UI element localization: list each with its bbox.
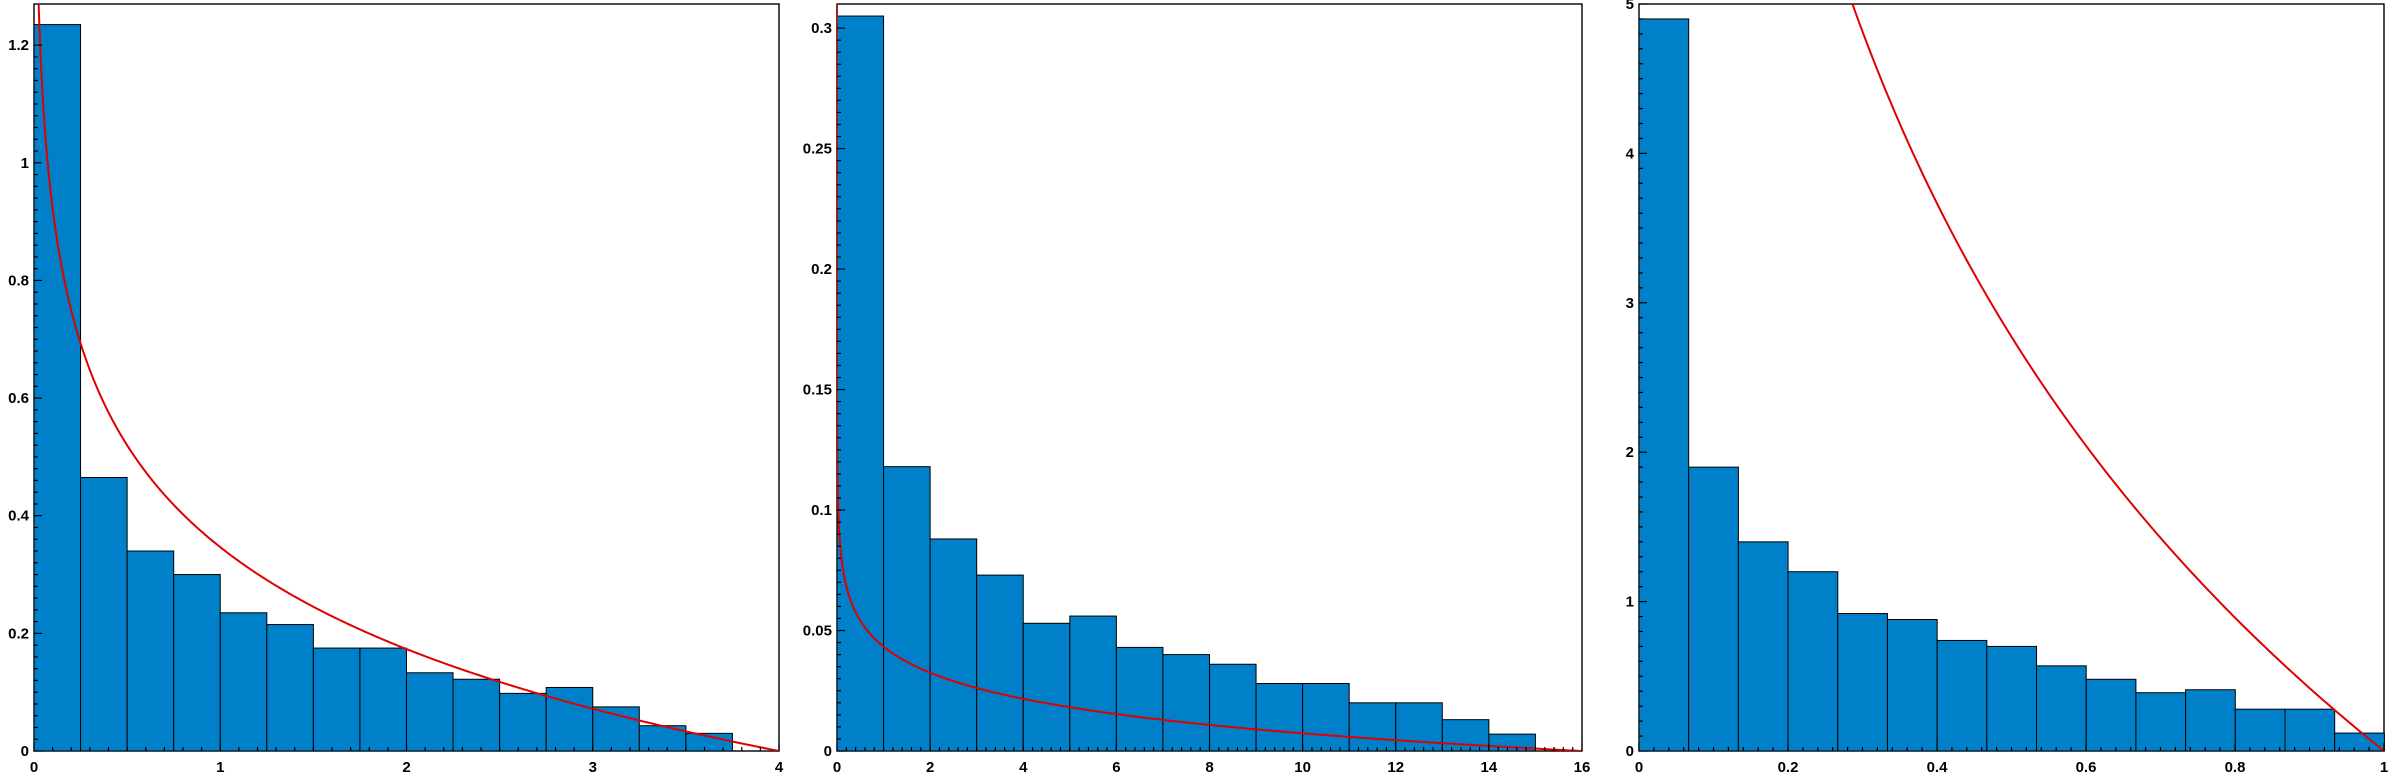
- histogram-bar: [2334, 732, 2385, 752]
- x-tick-label: 0.6: [2076, 759, 2097, 776]
- histogram-bar: [1395, 702, 1443, 752]
- y-tick-label: 0.2: [811, 261, 832, 278]
- density-curve: [37, 4, 779, 751]
- histogram-bar: [1302, 683, 1350, 752]
- histogram-bar: [219, 612, 268, 752]
- x-tick-label: 0: [30, 759, 38, 776]
- y-tick-label: 0.05: [803, 623, 832, 640]
- x-tick-label: 3: [589, 759, 597, 776]
- histogram-bar: [1787, 571, 1839, 752]
- histogram-bar: [266, 624, 314, 752]
- x-tick-label: 4: [775, 759, 784, 776]
- histogram-panel-3: 0 1 2 3 4 5 0 0.2 0.4 0.6 0.8 1: [1626, 0, 2389, 776]
- histogram-bar: [836, 15, 885, 752]
- histogram-bar: [1069, 615, 1117, 752]
- histogram-bar: [2135, 692, 2187, 752]
- x-tick-label: 10: [1294, 759, 1311, 776]
- histogram-bar: [1737, 541, 1789, 752]
- histogram-bar: [80, 476, 128, 752]
- y-tick-label: 0: [21, 743, 29, 760]
- density-curve: [1851, 4, 2384, 751]
- y-tick-label: 5: [1626, 0, 1634, 13]
- x-tick-label: 0: [1635, 759, 1643, 776]
- x-tick-label: 0.4: [1927, 759, 1949, 776]
- histogram-bar: [929, 538, 978, 752]
- histogram-bar: [1162, 654, 1210, 752]
- histogram-bar: [2185, 689, 2236, 752]
- histogram-bar: [173, 574, 221, 752]
- x-tick-label: 8: [1205, 759, 1213, 776]
- y-tick-label: 0: [824, 743, 832, 760]
- y-tick-label: 3: [1626, 295, 1634, 312]
- histogram-bar: [1936, 639, 1988, 752]
- y-tick-label: 0.2: [8, 625, 29, 642]
- histogram-bar: [452, 678, 501, 752]
- histogram-bar: [499, 692, 547, 752]
- y-tick-label: 1: [1626, 594, 1634, 611]
- y-tick-label: 0: [1626, 743, 1634, 760]
- y-tick-label: 0.8: [8, 272, 29, 289]
- histogram-bar: [883, 466, 931, 752]
- histogram-bar: [592, 706, 640, 752]
- histogram-bar: [406, 672, 454, 752]
- y-tick-label: 1.2: [8, 37, 29, 54]
- x-tick-label: 16: [1574, 759, 1591, 776]
- histogram-bar: [1688, 466, 1739, 752]
- x-tick-label: 14: [1481, 759, 1498, 776]
- x-tick-label: 12: [1387, 759, 1404, 776]
- y-tick-label: 0.25: [803, 141, 832, 158]
- y-tick-label: 0.1: [811, 502, 832, 519]
- histogram-panel-2: 0 0.05 0.1 0.15 0.2 0.25 0.3 0 2 4 6 8 10 12 14 16: [803, 3, 1591, 776]
- y-tick-label: 2: [1626, 444, 1634, 461]
- histogram-bar: [976, 574, 1024, 752]
- x-tick-label: 1: [2380, 759, 2388, 776]
- histogram-bar: [312, 647, 361, 752]
- x-tick-label: 0: [833, 759, 841, 776]
- histogram-bar: [2085, 678, 2137, 752]
- histogram-bar: [2234, 708, 2286, 752]
- histogram-bar: [126, 550, 175, 752]
- x-tick-label: 1: [216, 759, 224, 776]
- x-tick-label: 4: [1019, 759, 1028, 776]
- histogram-bar: [545, 686, 594, 752]
- x-tick-label: 0.2: [1778, 759, 1799, 776]
- histogram-bar: [1638, 18, 1690, 752]
- histogram-bar: [1209, 663, 1257, 752]
- histogram-panel-1: 0 0.2 0.4 0.6 0.8 1 1.2 0 1 2 3 4: [8, 3, 784, 776]
- histogram-bar: [2284, 708, 2336, 752]
- histogram-bar: [1022, 622, 1071, 752]
- x-tick-label: 0.8: [2225, 759, 2246, 776]
- x-tick-label: 2: [926, 759, 934, 776]
- histogram-bar: [1255, 683, 1304, 752]
- y-tick-label: 0.15: [803, 382, 832, 399]
- y-tick-label: 4: [1626, 145, 1635, 162]
- histogram-bar: [1986, 645, 2038, 752]
- y-tick-label: 0.4: [8, 508, 30, 525]
- x-tick-label: 6: [1112, 759, 1120, 776]
- histogram-bar: [1837, 613, 1888, 752]
- histogram-bar: [1115, 646, 1164, 752]
- density-curve: [837, 4, 1582, 751]
- histogram-bar: [359, 647, 407, 752]
- histogram-bar: [2036, 665, 2087, 752]
- histogram-bar: [33, 24, 82, 752]
- y-tick-label: 0.3: [811, 20, 832, 37]
- y-tick-label: 1: [21, 155, 29, 172]
- histogram-bar: [1886, 619, 1938, 752]
- y-tick-label: 0.6: [8, 390, 29, 407]
- histogram-bar: [1348, 702, 1397, 752]
- x-tick-label: 2: [402, 759, 410, 776]
